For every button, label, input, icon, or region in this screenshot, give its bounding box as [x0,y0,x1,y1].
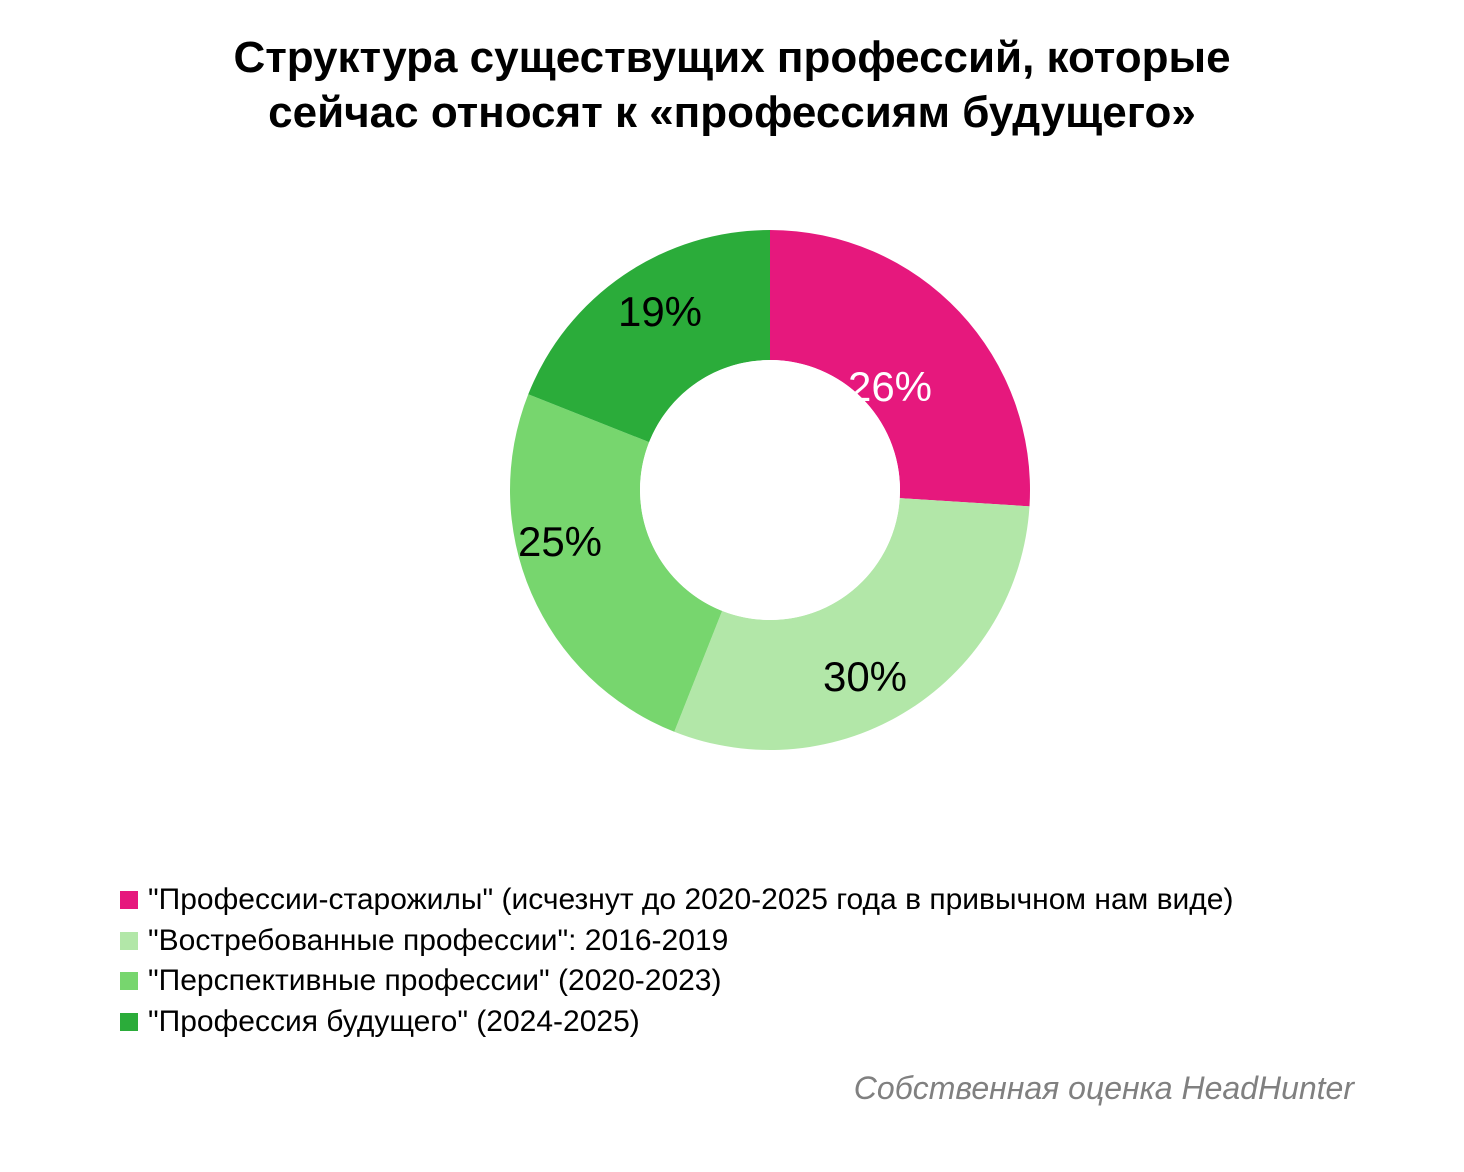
donut-label-old: 26% [848,363,932,410]
source-text: Собственная оценка HeadHunter [854,1070,1354,1106]
legend-text-0: "Профессии-старожилы" (исчезнут до 2020-… [148,880,1233,921]
legend-text-1: "Востребованные профессии": 2016-2019 [148,921,728,962]
legend: "Профессии-старожилы" (исчезнут до 2020-… [120,880,1360,1042]
legend-item-3: "Профессия будущего" (2024-2025) [120,1002,1360,1043]
legend-swatch-0 [120,891,138,909]
chart-frame: Структура существущих профессий, которые… [0,0,1464,1172]
legend-text-3: "Профессия будущего" (2024-2025) [148,1002,640,1043]
legend-item-2: "Перспективные профессии" (2020-2023) [120,961,1360,1002]
chart-title: Структура существущих профессий, которые… [90,30,1374,140]
donut-label-demand: 30% [823,653,907,700]
legend-swatch-2 [120,972,138,990]
donut-label-prospect: 25% [518,518,602,565]
legend-swatch-3 [120,1013,138,1031]
donut-chart: 26% 30% 25% 19% [0,140,1464,940]
chart-title-line2: сейчас относят к «профессиям будущего» [268,88,1196,137]
donut-label-future: 19% [618,288,702,335]
legend-item-0: "Профессии-старожилы" (исчезнут до 2020-… [120,880,1360,921]
legend-swatch-1 [120,932,138,950]
chart-title-line1: Структура существущих профессий, которые [233,33,1230,82]
source-note: Собственная оценка HeadHunter [854,1070,1354,1107]
legend-item-1: "Востребованные профессии": 2016-2019 [120,921,1360,962]
legend-text-2: "Перспективные профессии" (2020-2023) [148,961,722,1002]
